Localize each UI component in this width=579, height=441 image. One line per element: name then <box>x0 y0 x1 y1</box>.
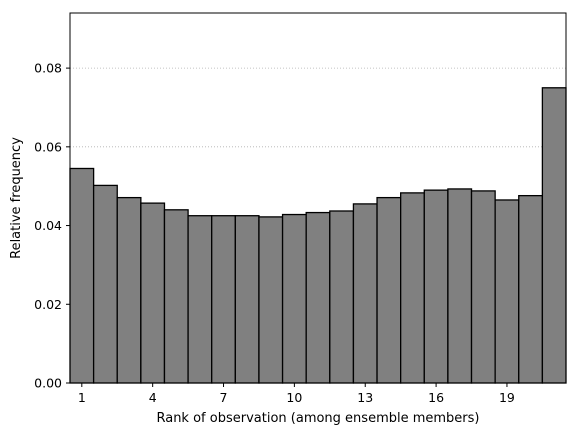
x-tick-label: 1 <box>78 390 86 405</box>
histogram-bar <box>352 203 378 384</box>
histogram-bar <box>187 215 213 384</box>
histogram-bar <box>470 190 496 384</box>
histogram-bar <box>423 189 449 384</box>
histogram-bar <box>163 209 189 384</box>
y-tick-label: 0.04 <box>34 218 62 233</box>
histogram-bar <box>376 196 402 384</box>
y-tick-label: 0.08 <box>34 61 62 76</box>
bars <box>69 87 567 384</box>
x-axis-label: Rank of observation (among ensemble memb… <box>156 411 479 426</box>
histogram-bar <box>494 199 520 384</box>
histogram-bar <box>541 87 567 384</box>
histogram-bar <box>258 216 284 384</box>
histogram-bar <box>92 184 118 384</box>
x-tick-label: 10 <box>286 390 302 405</box>
histogram-bar <box>400 192 425 384</box>
histogram-bar <box>329 210 355 384</box>
histogram-bar <box>305 211 331 384</box>
x-tick-label: 19 <box>499 390 515 405</box>
histogram-bar <box>447 188 473 384</box>
plot-frame <box>69 12 567 384</box>
histogram-bar <box>140 202 166 384</box>
x-tick-label: 7 <box>220 390 228 405</box>
histogram-bar <box>281 213 307 384</box>
y-tick-label: 0.06 <box>34 139 62 154</box>
y-axis-label: Relative frequency <box>9 137 24 259</box>
y-axis-ticks: 0.00 0.02 0.04 0.06 0.08 <box>34 61 70 391</box>
histogram-bar <box>518 194 544 384</box>
histogram-bar <box>69 167 95 384</box>
y-tick-label: 0.00 <box>34 376 62 391</box>
x-axis-ticks: 1 4 7 10 13 16 19 <box>78 383 515 405</box>
histogram-bar <box>234 215 260 384</box>
x-tick-label: 13 <box>357 390 373 405</box>
y-tick-label: 0.02 <box>34 297 62 312</box>
x-tick-label: 4 <box>149 390 157 405</box>
histogram-bar <box>116 196 142 384</box>
x-tick-label: 16 <box>428 390 444 405</box>
histogram-bar <box>211 215 236 384</box>
